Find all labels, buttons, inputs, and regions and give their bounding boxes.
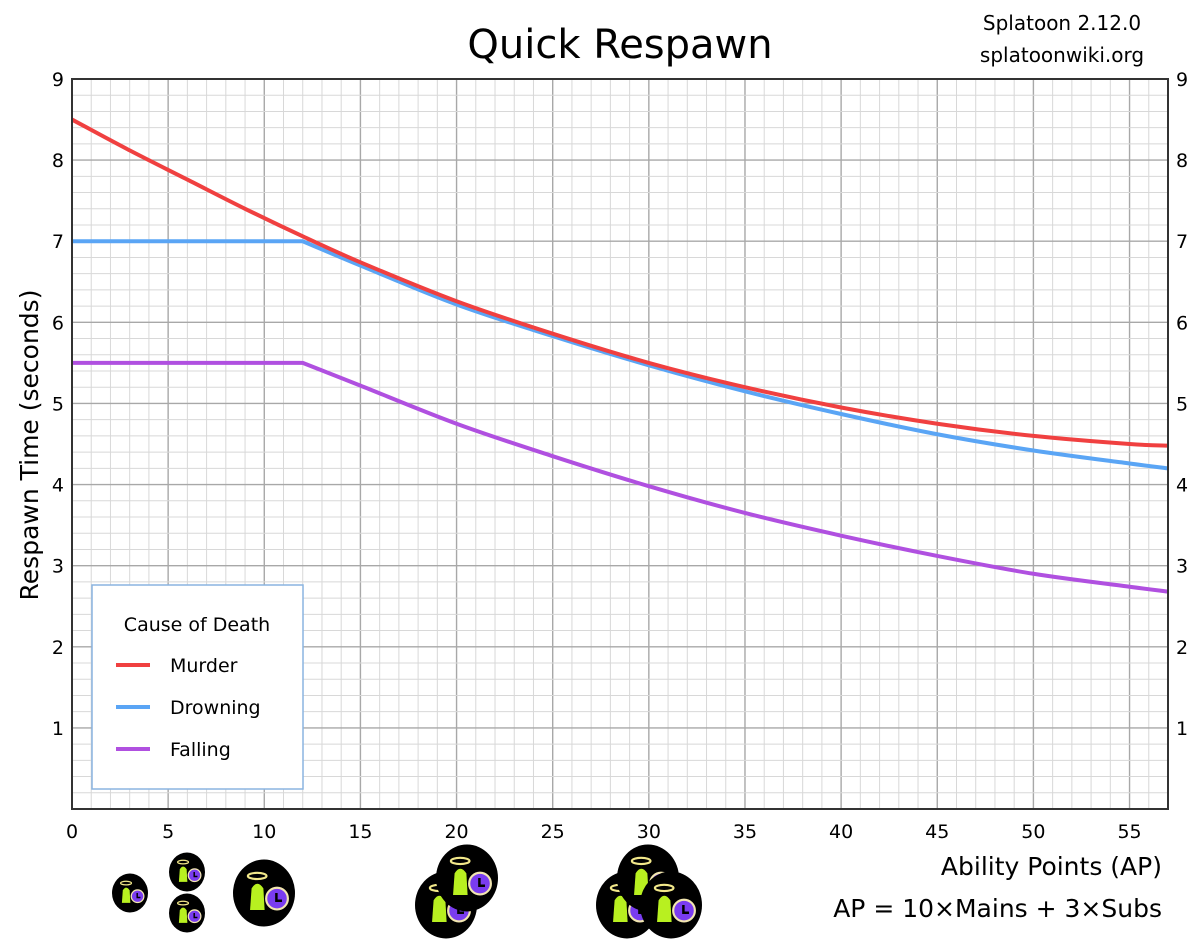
y-tick-label-left: 7 <box>52 231 64 253</box>
x-tick-label: 30 <box>637 821 661 843</box>
x-tick-label: 45 <box>925 821 949 843</box>
x-axis-label: Ability Points (AP) <box>941 852 1162 881</box>
clock-hands-icon <box>478 878 485 887</box>
x-tick-label: 40 <box>829 821 853 843</box>
halo-icon <box>177 900 190 906</box>
source-line-2: splatoonwiki.org <box>980 43 1144 67</box>
x-tick-label: 15 <box>348 821 372 843</box>
y-tick-label-right: 8 <box>1176 150 1188 172</box>
series-lines <box>71 117 1169 594</box>
clock-hands-icon <box>136 893 141 899</box>
plot-frame <box>71 78 1169 810</box>
halo-icon <box>120 880 133 886</box>
squid-icon <box>657 895 672 923</box>
x-tick-label: 20 <box>444 821 468 843</box>
clock-hands-icon <box>193 872 198 878</box>
clock-hands-icon <box>275 893 282 902</box>
y-tick-label-right: 4 <box>1176 475 1188 497</box>
y-axis-label: Respawn Time (seconds) <box>15 290 44 601</box>
x-tick-label: 10 <box>252 821 276 843</box>
squid-icon <box>453 868 468 896</box>
source-line-1: Splatoon 2.12.0 <box>983 11 1141 35</box>
halo-icon <box>246 871 268 881</box>
halo-icon <box>653 883 675 893</box>
series-line-drowning <box>72 239 1169 471</box>
y-tick-label-left: 6 <box>52 312 64 334</box>
halo-icon <box>630 856 652 866</box>
legend-box <box>91 584 304 790</box>
y-tick-label-right: 6 <box>1176 312 1188 334</box>
y-tick-label-right: 7 <box>1176 231 1188 253</box>
quick-respawn-icon <box>169 893 205 933</box>
clock-hands-icon <box>193 913 198 919</box>
y-tick-label-right: 1 <box>1176 718 1188 740</box>
y-tick-label-left: 1 <box>52 718 64 740</box>
legend-label-drowning: Drowning <box>170 697 261 719</box>
clock-hands-icon <box>682 905 689 914</box>
squid-icon <box>178 866 188 882</box>
quick-respawn-icon <box>640 871 702 939</box>
series-line-falling <box>72 360 1169 594</box>
x-tick-label: 0 <box>66 821 78 843</box>
legend-title: Cause of Death <box>124 614 270 636</box>
y-tick-label-right: 5 <box>1176 393 1188 415</box>
squid-icon <box>613 895 628 923</box>
x-tick-label: 35 <box>733 821 757 843</box>
tick-labels: 0 5 10 15 20 25 30 35 40 45 50 551 12 23 34 45 56 67 78 89 9 <box>52 69 1188 843</box>
x-tick-label: 25 <box>541 821 565 843</box>
y-tick-label-right: 9 <box>1176 69 1188 91</box>
y-tick-label-left: 9 <box>52 69 64 91</box>
squid-icon <box>121 887 131 903</box>
legend-label-falling: Falling <box>170 739 231 761</box>
halo-icon <box>177 859 190 865</box>
chart-title: Quick Respawn <box>467 22 772 68</box>
quick-respawn-icon <box>169 852 205 892</box>
y-tick-label-left: 8 <box>52 150 64 172</box>
squid-icon <box>178 907 188 923</box>
y-tick-label-left: 2 <box>52 637 64 659</box>
halo-icon <box>449 856 471 866</box>
ability-icons <box>112 844 702 939</box>
legend-label-murder: Murder <box>170 655 238 677</box>
x-tick-label: 5 <box>162 821 174 843</box>
series-line-murder <box>71 117 1169 448</box>
squid-icon <box>432 895 447 923</box>
y-tick-label-right: 2 <box>1176 637 1188 659</box>
quick-respawn-icon <box>233 859 295 927</box>
y-tick-label-left: 5 <box>52 393 64 415</box>
squid-icon <box>250 883 265 911</box>
y-tick-label-left: 3 <box>52 556 64 578</box>
y-tick-label-right: 3 <box>1176 556 1188 578</box>
x-tick-label: 50 <box>1021 821 1045 843</box>
legend: Cause of Death Murder Drowning Falling <box>91 584 304 790</box>
y-tick-label-left: 4 <box>52 475 64 497</box>
quick-respawn-icon <box>112 873 148 913</box>
quick-respawn-icon <box>436 844 498 912</box>
x-axis-note: AP = 10×Mains + 3×Subs <box>833 894 1162 923</box>
x-tick-label: 55 <box>1117 821 1141 843</box>
